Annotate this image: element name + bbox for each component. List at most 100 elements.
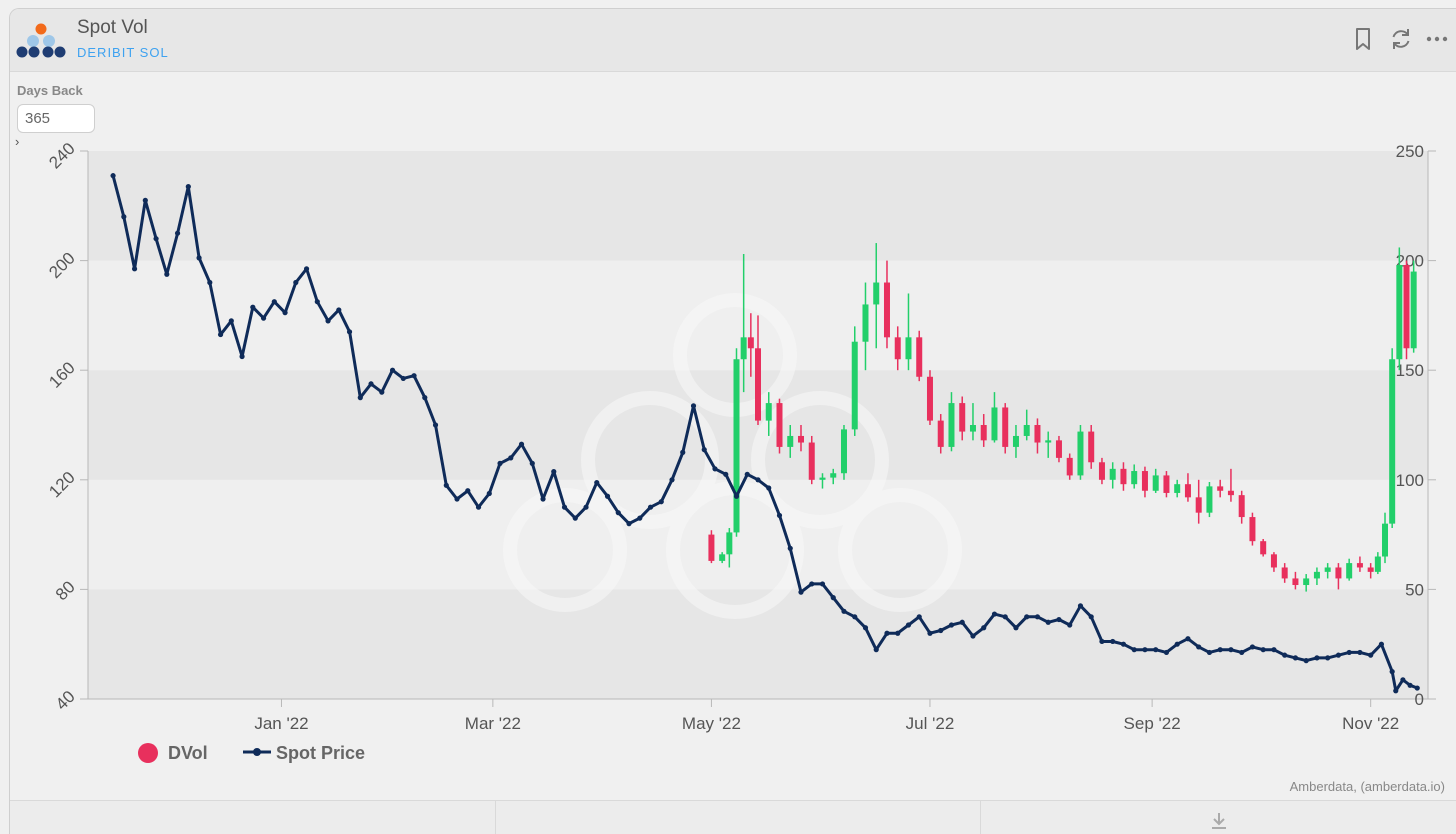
spot-price-point [1206,649,1213,656]
spot-price-point [1153,647,1159,653]
days-back-label: Days Back [17,83,83,98]
spot-price-point [572,515,578,521]
spot-price-point [454,496,460,502]
dvol-candle-body [1346,563,1353,579]
download-icon[interactable] [1208,810,1230,832]
more-icon[interactable] [1424,26,1450,52]
expand-caret-icon[interactable]: › [15,134,20,149]
spot-price-point [1260,647,1266,653]
watermark-circle [581,391,719,529]
y-left-tick-label: 200 [45,249,78,282]
spot-price-point [1163,649,1170,656]
spot-price-point [1292,655,1299,661]
spot-price-point [884,630,890,636]
spot-price-point [1002,614,1008,620]
widget-footer [10,800,1456,834]
y-left-tick-label: 240 [45,139,78,172]
spot-price-point [927,630,933,636]
refresh-icon[interactable] [1388,26,1414,52]
spot-price-point [680,449,686,455]
dvol-candle-body [873,282,880,305]
spot-price-point [615,510,621,516]
dvol-candle-body [1217,486,1224,491]
spot-price-point [1131,647,1137,653]
spot-price-point [604,493,611,499]
legend-dvol-marker [138,743,158,763]
legend-dvol[interactable]: DVol [138,743,208,764]
spot-price-point [1217,647,1223,653]
y-right-tick-label: 200 [1396,252,1424,271]
spot-price-point [432,422,439,428]
spot-price-point [1249,644,1256,650]
spot-price-point [1099,638,1105,645]
dvol-candle-body [1313,571,1320,579]
spot-price-point [250,304,256,310]
dvol-candle-body [719,554,726,561]
spot-price-point [540,496,546,502]
x-tick-label: Jan '22 [254,714,308,733]
dvol-candle-body [1120,468,1127,485]
spot-price-point [809,581,815,587]
x-tick-label: Sep '22 [1124,714,1181,733]
legend-spot-marker [243,748,271,756]
spot-price-point [217,331,224,338]
spot-price-point [443,482,449,488]
spot-price-point [819,581,826,587]
dvol-candle-body [948,403,955,447]
spot-price-point [282,310,288,316]
spot-price-point [895,630,901,636]
spot-price-point [873,647,879,653]
dvol-candle-body [1066,457,1073,476]
dvol-candle-body [1152,475,1159,491]
days-back-input[interactable] [17,104,95,133]
watermark-circle [503,488,627,612]
dvol-candle-body [851,341,858,430]
dvol-candle-body [969,425,976,432]
watermark-circle [751,391,889,529]
spot-price-point [1142,647,1148,653]
dvol-candle-body [1324,567,1331,572]
spot-price-point [174,230,181,236]
spot-price-point [776,512,783,519]
dvol-candle-body [1281,567,1288,579]
spot-price-point [830,595,836,601]
spot-price-point [647,504,654,510]
spot-price-point [239,353,245,360]
spot-price-line [111,175,1418,693]
spot-price-point [1067,622,1073,628]
dvol-candle-body [1403,264,1410,349]
dvol-candle-body [755,348,761,421]
spot-price-point [389,367,396,373]
dvol-candle-body [1270,554,1277,568]
dvol-candle-body [708,534,715,561]
spot-price-point [346,329,353,335]
spot-price-point [1378,641,1385,647]
spot-price-point [959,619,965,625]
spot-price-point [755,477,761,483]
y-right-tick-label: 150 [1396,361,1424,380]
spot-price-point [260,315,267,321]
dvol-candle-body [819,477,826,480]
dvol-candle-body [1088,431,1095,463]
spot-price-point [658,499,664,505]
dvol-candle-body [1303,578,1310,586]
spot-price-point [379,389,385,395]
bookmark-icon[interactable] [1350,26,1376,52]
legend-spot-price[interactable]: Spot Price [242,743,365,764]
spot-price-point [1056,616,1062,623]
spot-price-point [271,299,277,305]
spot-price-point [131,266,138,272]
dvol-candle-body [1109,468,1116,480]
dvol-candle-body [830,473,837,478]
dvol-candle-body [991,407,998,441]
spot-price-point [518,441,525,447]
spot-price-point [357,395,363,401]
spot-price-point [465,488,471,494]
spot-price-point [1346,649,1352,656]
y-right-tick-label: 100 [1396,471,1424,490]
widget-subtitle: DERIBIT SOL [77,45,169,60]
spot-price-point [529,460,535,466]
spot-price-point [1045,619,1051,625]
dvol-candle-body [1374,556,1381,572]
dvol-candle-body [1131,471,1138,485]
